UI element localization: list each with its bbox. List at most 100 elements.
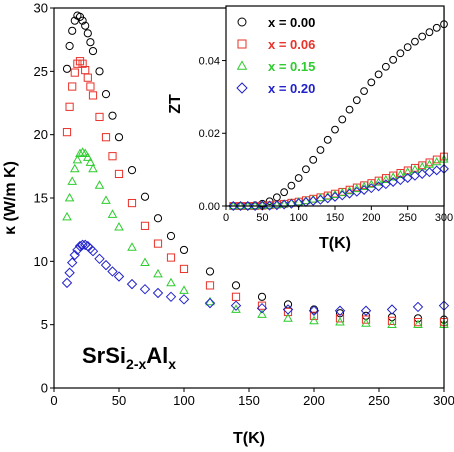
inset-x-tick-label: 0	[223, 212, 229, 224]
main-x-tick-label: 50	[112, 393, 126, 408]
main-point	[335, 309, 345, 318]
main-point	[86, 38, 95, 47]
inset-point	[344, 186, 355, 195]
main-point	[74, 240, 86, 252]
main-point	[95, 112, 104, 122]
main-point	[231, 281, 241, 290]
main-point	[78, 16, 87, 25]
legend-marker	[237, 39, 247, 49]
inset-point	[294, 174, 303, 182]
inset-point	[272, 199, 282, 209]
main-point	[113, 271, 125, 282]
inset-series-3	[228, 163, 449, 211]
inset-x-tick-label: 100	[289, 212, 307, 224]
main-point	[101, 90, 111, 99]
main-point	[205, 267, 215, 276]
main-point	[413, 319, 423, 329]
main-point	[140, 192, 150, 201]
main-point	[62, 64, 72, 73]
inset-point	[373, 181, 384, 192]
main-point	[127, 166, 137, 175]
formula-annotation: SrSi2-xAlx	[82, 343, 176, 372]
legend-marker	[236, 60, 248, 70]
main-y-tick-label: 25	[34, 64, 48, 79]
main-point	[283, 313, 293, 322]
main-point	[257, 309, 267, 318]
main-point	[152, 287, 164, 299]
inset-point	[381, 174, 391, 184]
main-point	[83, 29, 92, 38]
main-point	[86, 82, 95, 91]
inset-point	[331, 125, 339, 134]
main-point	[95, 67, 104, 76]
inset-point	[250, 201, 261, 211]
main-point	[69, 163, 80, 173]
main-point	[101, 133, 111, 142]
inset-x-tick-label: 150	[326, 212, 344, 224]
main-point	[360, 305, 372, 316]
inset-x-tick-label: 50	[256, 212, 268, 224]
main-y-axis-label: κ (W/m K)	[2, 161, 19, 235]
inset-point	[337, 187, 347, 197]
main-point	[107, 209, 118, 218]
main-point	[61, 277, 73, 289]
inset-point	[279, 199, 290, 210]
legend-label: x = 0.15	[268, 59, 315, 74]
main-point	[64, 192, 75, 202]
main-y-tick-label: 30	[34, 1, 48, 16]
inset-point	[309, 155, 318, 164]
inset-point	[381, 62, 390, 71]
main-point	[107, 266, 118, 277]
main-point	[231, 292, 241, 301]
legend-label: x = 0.20	[268, 81, 315, 96]
main-y-tick-label: 20	[34, 127, 48, 142]
main-y-tick-label: 0	[41, 381, 48, 396]
inset-point	[352, 183, 362, 193]
inset-point	[264, 200, 275, 211]
inset-x-tick-label: 200	[362, 212, 380, 224]
main-point	[309, 311, 319, 320]
main-point	[80, 148, 91, 158]
main-point	[153, 268, 163, 278]
inset-point	[366, 179, 376, 188]
main-point	[308, 305, 320, 316]
inset-point	[345, 105, 354, 114]
legend-label: x = 0.00	[268, 15, 315, 30]
main-point	[65, 102, 74, 111]
main-point	[230, 300, 242, 311]
main-point	[94, 180, 105, 189]
main-point	[166, 253, 176, 262]
main-point	[413, 318, 423, 327]
inset-point	[395, 169, 405, 178]
main-point	[153, 214, 163, 223]
main-point	[231, 304, 241, 313]
inset-chart: 0 50 100 150 200 250 300 0.000.020.04 T(K) ZT …	[167, 5, 453, 252]
main-point	[78, 59, 87, 68]
inset-point	[425, 28, 434, 37]
main-point	[85, 157, 96, 166]
main-point	[81, 21, 90, 30]
main-point	[309, 315, 319, 325]
legend: x = 0.00 x = 0.06 x = 0.15 x = 0.20	[236, 15, 315, 96]
inset-x-ticks: 0 50 100 150 200 250 300	[223, 206, 453, 224]
main-point	[108, 152, 117, 161]
inset-point	[235, 201, 246, 211]
main-point	[335, 316, 345, 326]
main-point	[72, 154, 83, 164]
main-point	[140, 221, 150, 230]
main-point	[64, 267, 75, 278]
main-series-1	[62, 57, 449, 327]
inset-point	[432, 157, 442, 166]
main-x-ticks: 0 50 100 150 200 250 300	[50, 388, 454, 408]
main-point	[68, 26, 77, 35]
main-point	[127, 242, 137, 251]
inset-point	[338, 115, 347, 124]
inset-y-axis-label: ZT	[167, 94, 184, 114]
main-point	[166, 277, 176, 287]
inset-point	[279, 199, 289, 208]
inset-point	[418, 32, 427, 41]
main-point	[101, 195, 111, 204]
main-x-tick-label: 150	[238, 393, 260, 408]
inset-point	[410, 164, 420, 173]
